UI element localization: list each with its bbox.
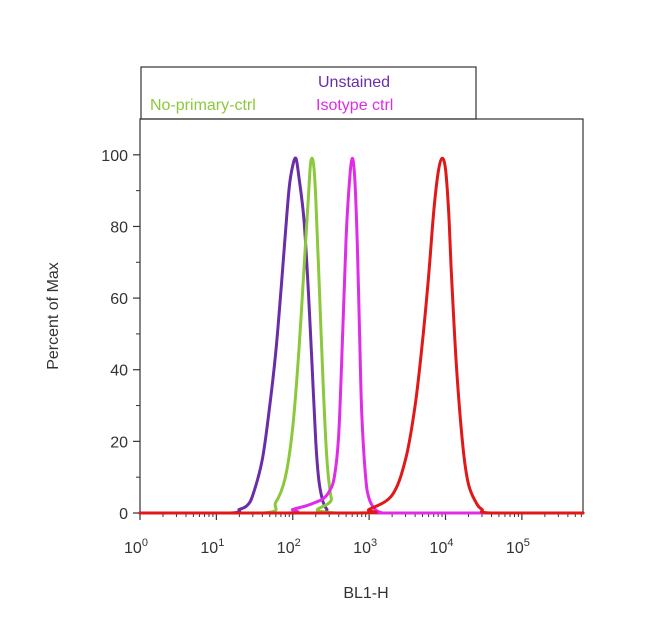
series-layer [138, 156, 585, 515]
legend-item-isotype-ctrl: Isotype ctrl [316, 97, 393, 114]
y-axis: 0 20 40 60 80 100 [101, 148, 140, 523]
y-tick-label: 20 [110, 434, 128, 451]
x-tick-label: 105 [506, 537, 530, 557]
x-tick-label: 104 [430, 537, 454, 557]
series-line-isotype-ctrl [138, 156, 585, 515]
y-tick-label: 80 [110, 219, 128, 236]
legend-item-unstained: Unstained [318, 74, 390, 91]
plot-frame [139, 118, 584, 514]
series-line-no-primary-ctrl [138, 156, 585, 515]
y-tick-label: 40 [110, 363, 128, 380]
x-tick-label: 102 [277, 537, 301, 557]
y-tick-label: 100 [101, 148, 128, 165]
series-line-stained [138, 156, 585, 515]
x-axis: 100 101 102 103 104 105 [124, 513, 582, 557]
y-axis-label: Percent of Max [45, 262, 62, 370]
y-tick-label: 0 [119, 506, 128, 523]
x-tick-label: 101 [200, 537, 224, 557]
legend-item-no-primary-ctrl: No-primary-ctrl [150, 97, 256, 114]
legend-box [140, 66, 477, 120]
y-tick-label: 60 [110, 291, 128, 308]
series-line-unstained [138, 156, 585, 515]
x-tick-label: 103 [353, 537, 377, 557]
x-tick-label: 100 [124, 537, 148, 557]
x-axis-label: BL1-H [343, 585, 388, 602]
